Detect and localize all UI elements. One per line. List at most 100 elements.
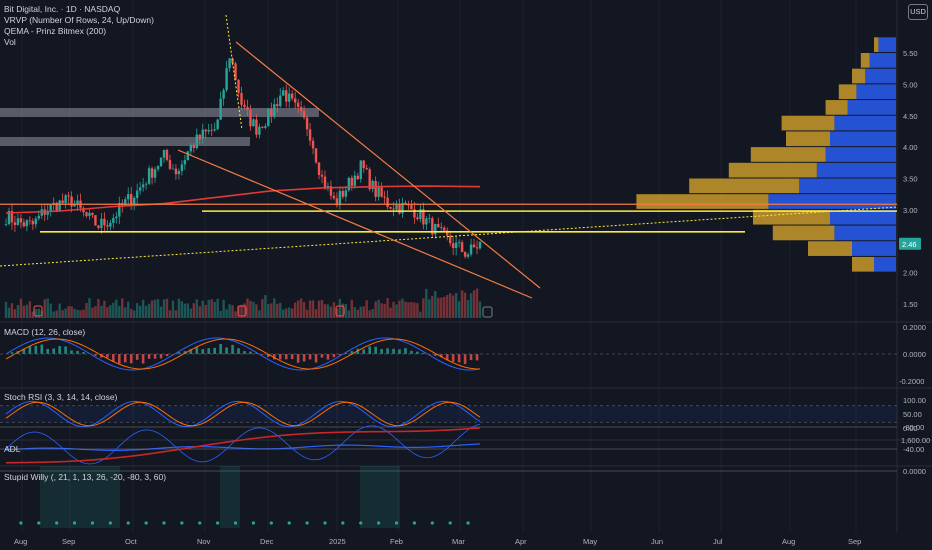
resistance-zone [0, 137, 250, 146]
candle-body [103, 218, 106, 226]
qema-legend[interactable]: QEMA - Prinz Bitmex (200) [4, 26, 107, 36]
candle-body [100, 218, 103, 229]
volume-bar [189, 308, 193, 318]
macd-histogram-bar [374, 346, 377, 354]
candle-body [282, 90, 285, 96]
volume-bar [428, 299, 431, 318]
macd-histogram-bar [296, 354, 300, 363]
vp-down-bar [856, 84, 896, 100]
macd-histogram-bar [320, 354, 324, 358]
candle-body [383, 196, 386, 198]
volume-bar [186, 303, 190, 318]
adl-legend[interactable]: ADL [4, 444, 21, 454]
volume-bar [210, 299, 213, 318]
candle-body [237, 79, 240, 93]
macd-legend[interactable]: MACD (12, 26, close) [4, 327, 86, 337]
volume-bar [43, 299, 46, 318]
currency-button[interactable]: USD [908, 4, 928, 20]
volume-bar [141, 299, 145, 318]
willy-signal-dot [377, 521, 381, 525]
volume-bar [416, 303, 419, 318]
volume-bar [261, 299, 264, 318]
candle-body [67, 195, 70, 197]
macd-histogram-bar [469, 354, 473, 361]
macd-histogram-bar [159, 354, 163, 359]
volume-bar [285, 308, 288, 318]
volume-bar [13, 309, 17, 318]
candle-body [299, 106, 303, 111]
candle-body [144, 183, 148, 185]
candle-body [240, 92, 243, 105]
x-tick-label: Dec [260, 537, 274, 546]
candle-body [440, 227, 443, 228]
volume-bar [249, 300, 252, 318]
candle-body [94, 215, 97, 226]
candle-body [180, 164, 184, 172]
candle-body [186, 151, 190, 161]
volume-bar [201, 300, 204, 318]
candle-body [374, 180, 377, 197]
candle-body [302, 110, 306, 118]
candle-body [106, 225, 109, 227]
candle-body [195, 134, 198, 148]
candle-body [150, 168, 154, 178]
willy-signal-dot [359, 521, 363, 525]
candle-body [293, 98, 297, 103]
vp-down-bar [834, 225, 896, 241]
macd-histogram-bar [410, 350, 413, 354]
candle-body [201, 129, 204, 139]
volume-bar [356, 309, 359, 318]
x-tick-label: Sep [848, 537, 861, 546]
stoch-legend[interactable]: Stoch RSI (3, 3, 14, 14, close) [4, 392, 118, 402]
macd-histogram-bar [439, 354, 443, 358]
volume-bar [279, 303, 282, 318]
vp-down-bar [816, 162, 896, 178]
volume-bar [341, 303, 345, 318]
candle-body [85, 212, 88, 217]
candle-body [377, 187, 380, 197]
candle-body [228, 58, 231, 69]
volume-bar [323, 304, 327, 318]
candle-body [112, 218, 115, 223]
volume-bar [121, 298, 124, 318]
macd-histogram-bar [338, 354, 342, 356]
volume-bar [76, 309, 79, 318]
candle-body [31, 220, 35, 225]
volume-bar [302, 302, 306, 318]
candle-body [362, 160, 365, 169]
wedge-upper-line [235, 41, 541, 289]
volume-bar [276, 303, 279, 318]
candle-body [285, 90, 288, 102]
candle-body [183, 160, 187, 165]
candle-body [446, 230, 449, 236]
volume-bar [413, 302, 416, 318]
volume-bar [219, 310, 222, 318]
macd-histogram-bar [10, 352, 14, 354]
volume-bar [82, 309, 85, 318]
price-tick-label: 3.50 [903, 175, 918, 184]
candle-body [419, 209, 422, 220]
candle-body [132, 197, 136, 205]
volume-bar [305, 309, 309, 318]
volume-bar [401, 298, 404, 318]
volume-bar [25, 304, 29, 318]
volume-bar [311, 300, 315, 318]
volume-bar [240, 304, 243, 318]
volume-bar [267, 303, 270, 318]
vol-legend[interactable]: Vol [4, 37, 16, 47]
willy-legend[interactable]: Stupid Willy (, 21, 1, 13, 26, -20, -80,… [4, 472, 167, 482]
volume-bar [344, 304, 348, 318]
volume-bar [454, 292, 458, 318]
stoch-band [0, 405, 897, 423]
vrvp-legend[interactable]: VRVP (Number Of Rows, 24, Up/Down) [4, 15, 154, 25]
candle-body [288, 93, 291, 102]
wedge-lower-line [177, 149, 533, 299]
candle-body [258, 126, 261, 135]
volume-bar [252, 301, 255, 318]
vp-down-bar [825, 147, 896, 162]
willy-zone [220, 466, 240, 528]
macd-tick-label: -0.2000 [899, 377, 924, 386]
macd-histogram-bar [112, 354, 115, 363]
willy-signal-dot [287, 521, 291, 525]
